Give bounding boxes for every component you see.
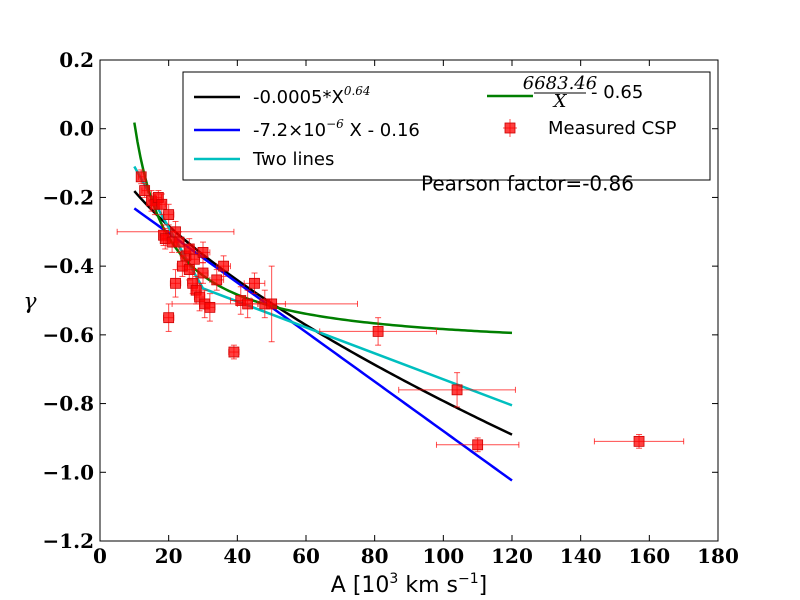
data-point [435,437,520,453]
y-axis-label: γ [23,290,37,315]
scatter-marker [451,384,463,396]
series-line [133,190,513,436]
y-tick-label: −1.2 [42,529,94,553]
legend-frac-num: 6683.46 [523,73,597,94]
legend-entry: Two lines [194,149,334,170]
x-label-suffix: ] [479,573,488,598]
legend-label: -0.0005*X0.64 [253,84,371,108]
scatter-marker [163,312,175,324]
x-tick-label: 0 [93,544,107,568]
data-point [204,293,216,322]
data-point [257,265,286,343]
x-axis-label: A [103 km s−1] [331,571,487,598]
scatter-marker [266,298,278,310]
x-tick-label: 20 [155,544,183,568]
data-point [228,344,240,360]
x-tick-label: 120 [491,544,533,568]
legend-entry: -0.0005*X0.64 [194,84,371,108]
scatter-marker [204,301,216,313]
scatter-marker [228,346,240,358]
legend-entry: 6683.46X - 0.65 [487,73,643,112]
data-point [135,169,147,185]
legend-entry: Measured CSP [503,118,677,139]
x-axis-ticks: 0 20 40 60 80 100 120 140 160 180 [93,60,739,568]
scatter-marker [156,198,168,210]
legend: -0.0005*X0.64 -7.2×10−6 X - 0.16 Two lines… [182,71,711,181]
x-label-mid: km s [398,573,458,598]
scatter-marker [189,253,200,265]
x-tick-label: 160 [628,544,670,568]
x-tick-label: 80 [361,544,389,568]
data-point [216,255,231,277]
legend-label-tail: - 0.65 [591,82,643,103]
data-point [209,269,225,291]
scatter-marker [197,267,209,279]
legend-box [182,71,711,181]
data-point [163,303,175,332]
x-label-sup1: 3 [389,571,398,587]
scatter-marker [472,439,484,451]
data-point [188,248,201,271]
scatter-marker [249,277,260,289]
data-point [169,269,182,298]
scatter-marker [170,277,181,289]
y-tick-label: −1.0 [42,460,94,484]
scatter-marker [173,236,185,248]
scatter-marker [135,171,147,183]
data-point [195,241,211,264]
data-point [197,262,209,284]
series-line [133,122,513,335]
legend-label: -7.2×10−6 X - 0.16 [253,117,420,141]
scatter-marker [163,209,175,221]
legend-label: Two lines [252,149,334,170]
data-point [398,372,516,408]
x-tick-label: 140 [560,544,602,568]
legend-label: Measured CSP [548,118,677,139]
scatter-marker [218,260,230,272]
y-tick-label: −0.4 [42,254,94,278]
scatter-marker [372,326,384,337]
data-point [319,317,437,346]
series-line [133,207,513,482]
y-tick-label: 0.0 [59,117,94,141]
pearson-annotation: Pearson factor=-0.86 [421,172,634,196]
y-tick-label: 0.2 [59,48,94,72]
x-tick-label: 40 [223,544,251,568]
scatter-marker [211,274,223,286]
plot-frame [99,59,719,542]
x-tick-label: 180 [697,544,739,568]
data-point [163,203,175,226]
scatter-marker [139,185,151,196]
data-point [593,433,685,449]
scatter-marker [633,435,645,447]
y-tick-label: −0.6 [42,323,94,347]
y-tick-label: −0.2 [42,185,94,209]
legend-frac-den: X [552,91,568,112]
y-axis-ticks: 0.2 0.0 −0.2 −0.4 −0.6 −0.8 −1.0 −1.2 [42,48,718,553]
plot-area [116,122,685,482]
data-point [243,272,266,295]
x-label-sup2: −1 [458,571,479,587]
legend-entry: -7.2×10−6 X - 0.16 [194,117,420,141]
x-tick-label: 100 [422,544,464,568]
x-label-prefix: A [10 [331,573,390,598]
x-tick-label: 60 [292,544,320,568]
data-point [139,183,151,198]
legend-swatch-marker [504,122,516,134]
scatter-marker [197,246,209,258]
y-tick-label: −0.8 [42,392,94,416]
